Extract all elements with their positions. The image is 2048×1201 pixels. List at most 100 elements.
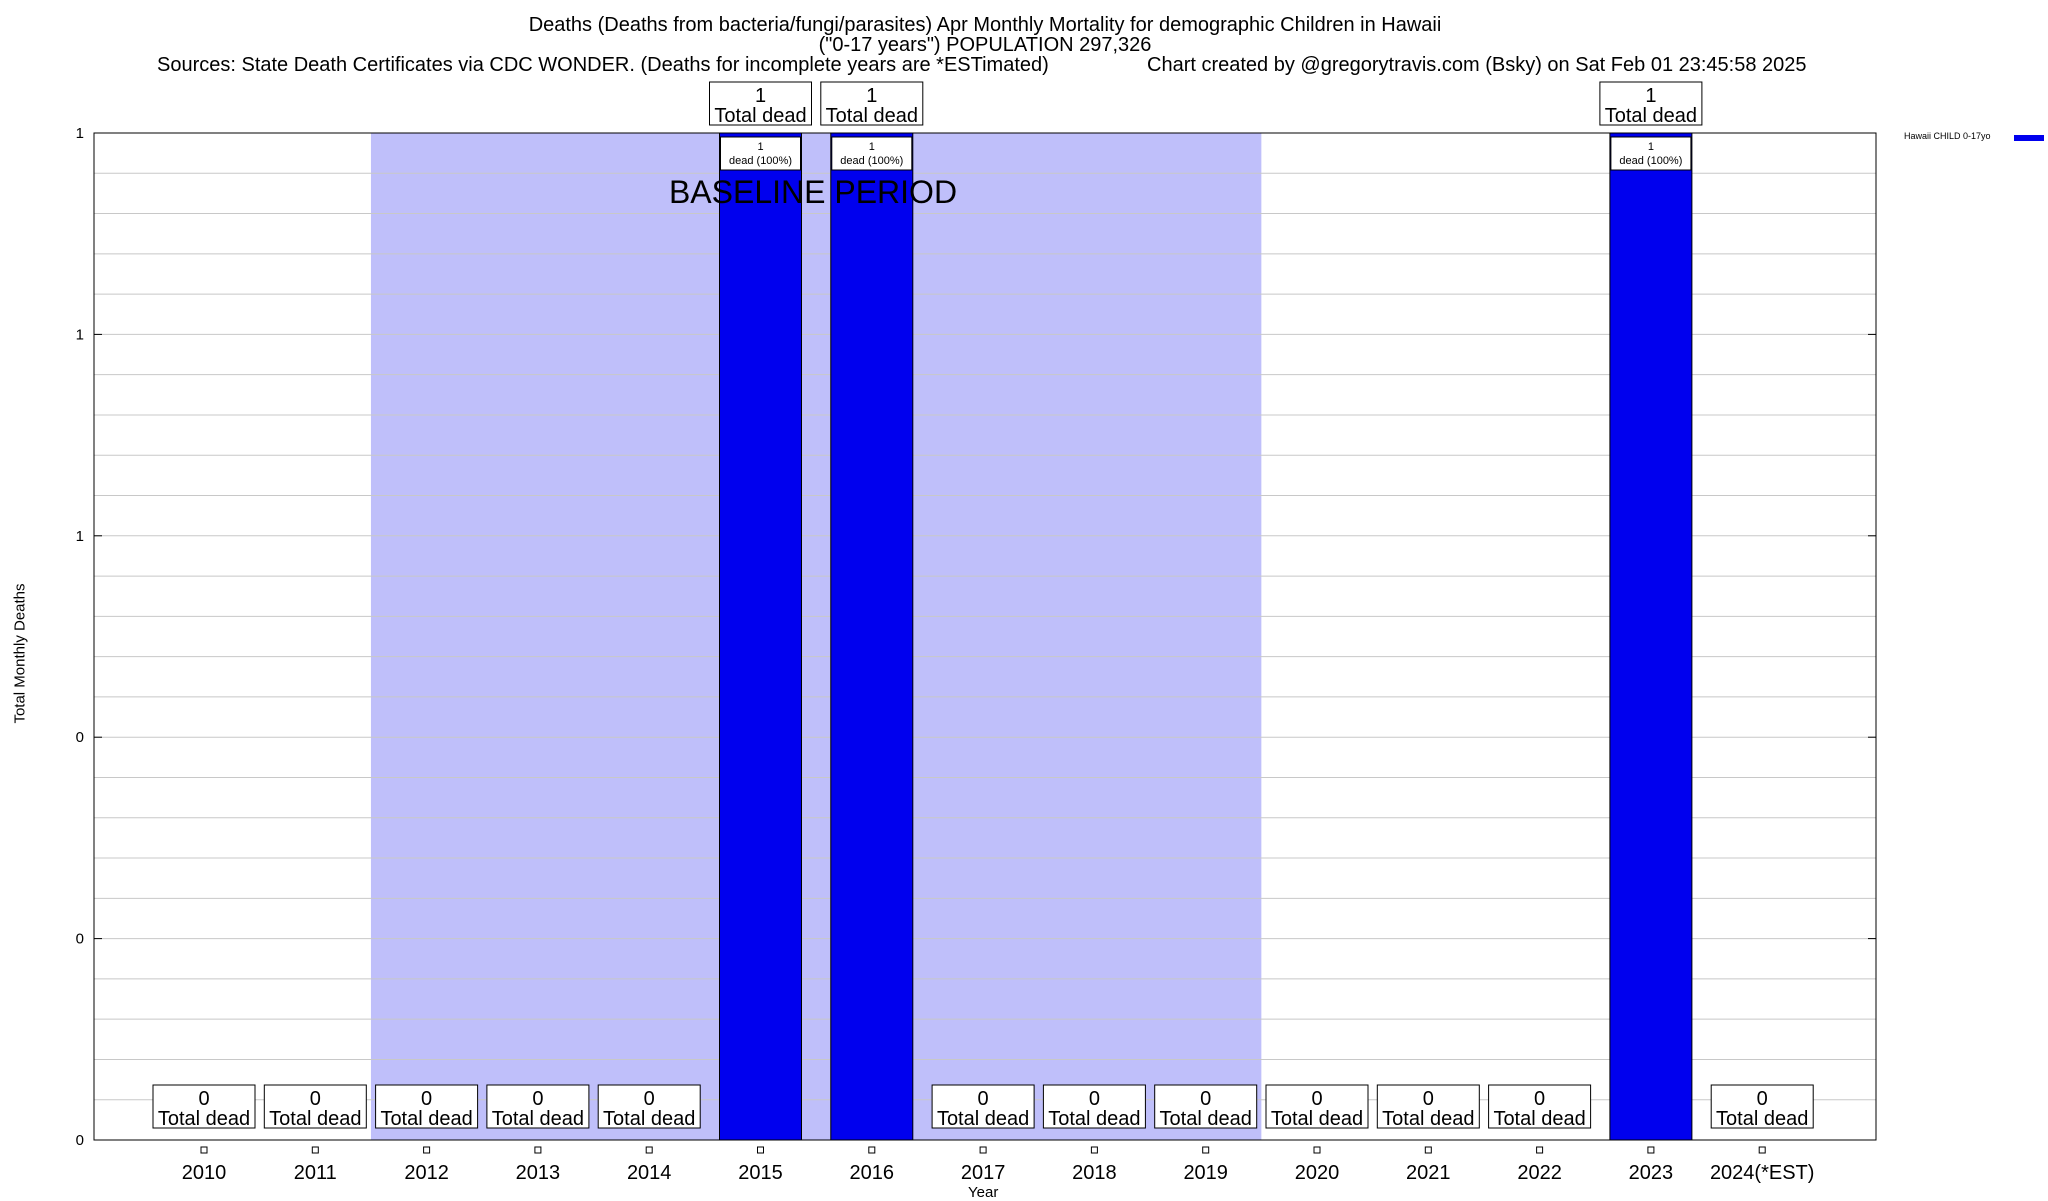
total-label-text: Total dead	[1605, 105, 1697, 127]
pct-label-box	[1610, 136, 1692, 171]
total-label-box	[1599, 81, 1703, 126]
total-label-box	[486, 1084, 590, 1129]
x-tick-mark	[423, 1146, 431, 1154]
total-label-value: 0	[978, 1088, 989, 1110]
x-tick-label: 2020	[1295, 1162, 1340, 1184]
x-tick-mark	[534, 1146, 542, 1154]
x-tick-mark	[1202, 1146, 1210, 1154]
total-label-value: 0	[1089, 1088, 1100, 1110]
pct-label-value: 1	[869, 141, 875, 153]
legend-label: Hawaii CHILD 0-17yo	[1904, 131, 1991, 141]
total-label-value: 0	[198, 1088, 209, 1110]
total-label-value: 0	[1423, 1088, 1434, 1110]
plot-frame	[93, 132, 1877, 1141]
total-label-value: 0	[1200, 1088, 1211, 1110]
total-label-text: Total dead	[1493, 1108, 1585, 1130]
bar-2023	[1609, 132, 1693, 1141]
total-label-box	[152, 1084, 256, 1129]
chart-title: Deaths (Deaths from bacteria/fungi/paras…	[528, 14, 1442, 36]
total-label-text: Total dead	[380, 1108, 472, 1130]
x-tick-label: 2021	[1406, 1162, 1451, 1184]
total-label-box	[1710, 1084, 1814, 1129]
pct-label-box	[720, 136, 801, 171]
total-label-value: 1	[1645, 85, 1656, 107]
total-label-value: 0	[310, 1088, 321, 1110]
total-label-text: Total dead	[1716, 1108, 1808, 1130]
total-label-value: 0	[421, 1088, 432, 1110]
total-label-box	[1042, 1084, 1146, 1129]
x-tick-label: 2019	[1183, 1162, 1228, 1184]
x-tick-label: 2012	[404, 1162, 449, 1184]
x-tick-label: 2016	[850, 1162, 895, 1184]
total-label-box	[931, 1084, 1035, 1129]
x-tick-label: 2017	[961, 1162, 1006, 1184]
x-tick-label: 2024(*EST)	[1710, 1162, 1815, 1184]
total-label-box	[820, 81, 924, 126]
y-tick-label: 0	[76, 729, 84, 746]
total-label-text: Total dead	[1271, 1108, 1363, 1130]
x-tick-mark	[1313, 1146, 1321, 1154]
x-tick-label: 2014	[627, 1162, 672, 1184]
total-label-value: 0	[644, 1088, 655, 1110]
x-tick-mark	[757, 1146, 764, 1154]
legend-swatch	[2014, 135, 2044, 141]
x-tick-label: 2023	[1629, 1162, 1674, 1184]
total-label-text: Total dead	[492, 1108, 584, 1130]
total-label-value: 0	[1311, 1088, 1322, 1110]
x-tick-label: 2013	[516, 1162, 561, 1184]
bar-2015	[719, 132, 802, 1141]
baseline-period-label: BASELINE PERIOD	[669, 174, 957, 210]
pct-label-box	[831, 136, 913, 171]
chart-subtitle: ("0-17 years") POPULATION 297,326	[818, 34, 1152, 56]
total-label-text: Total dead	[603, 1108, 695, 1130]
x-tick-label: 2018	[1072, 1162, 1117, 1184]
total-label-text: Total dead	[1382, 1108, 1474, 1130]
x-tick-label: 2022	[1517, 1162, 1562, 1184]
total-label-value: 0	[1534, 1088, 1545, 1110]
chart-sources: Sources: State Death Certificates via CD…	[157, 54, 1049, 76]
x-tick-mark	[868, 1146, 876, 1154]
total-label-box	[1154, 1084, 1258, 1129]
total-label-box	[1265, 1084, 1369, 1129]
total-label-text: Total dead	[1160, 1108, 1252, 1130]
x-tick-mark	[1536, 1146, 1544, 1154]
total-label-box	[1488, 1084, 1592, 1129]
y-tick-label: 1	[76, 528, 84, 545]
y-axis-label: Total Monthly Deaths	[11, 583, 29, 724]
pct-label-text: dead (100%)	[729, 155, 792, 167]
total-label-text: Total dead	[1048, 1108, 1140, 1130]
total-label-value: 0	[1757, 1088, 1768, 1110]
x-tick-mark	[1647, 1146, 1655, 1154]
pct-label-value: 1	[757, 141, 763, 153]
x-tick-mark	[645, 1146, 653, 1154]
x-tick-label: 2010	[182, 1162, 227, 1184]
baseline-period-band	[370, 133, 1262, 1140]
x-tick-label: 2011	[294, 1162, 337, 1184]
x-axis-label: Year	[968, 1184, 999, 1201]
x-tick-mark	[200, 1146, 208, 1154]
total-label-text: Total dead	[158, 1108, 250, 1130]
y-tick-label: 0	[76, 1132, 84, 1149]
total-label-box	[709, 81, 812, 126]
chart-credit: Chart created by @gregorytravis.com (Bsk…	[1147, 54, 1807, 76]
x-tick-mark	[311, 1146, 319, 1154]
total-label-value: 0	[532, 1088, 543, 1110]
pct-label-text: dead (100%)	[1619, 155, 1682, 167]
total-label-text: Total dead	[714, 105, 806, 127]
total-label-box	[375, 1084, 479, 1129]
x-tick-label: 2015	[738, 1162, 783, 1184]
total-label-text: Total dead	[937, 1108, 1029, 1130]
total-label-box	[1376, 1084, 1480, 1129]
total-label-box	[597, 1084, 701, 1129]
total-label-value: 1	[755, 85, 766, 107]
x-tick-mark	[1758, 1146, 1766, 1154]
total-label-value: 1	[866, 85, 877, 107]
total-label-text: Total dead	[269, 1108, 361, 1130]
y-tick-label: 1	[76, 125, 84, 142]
pct-label-text: dead (100%)	[840, 155, 903, 167]
y-tick-label: 1	[76, 326, 84, 343]
y-tick-label: 0	[76, 931, 84, 948]
bar-2016	[830, 132, 914, 1141]
x-tick-mark	[979, 1146, 987, 1154]
